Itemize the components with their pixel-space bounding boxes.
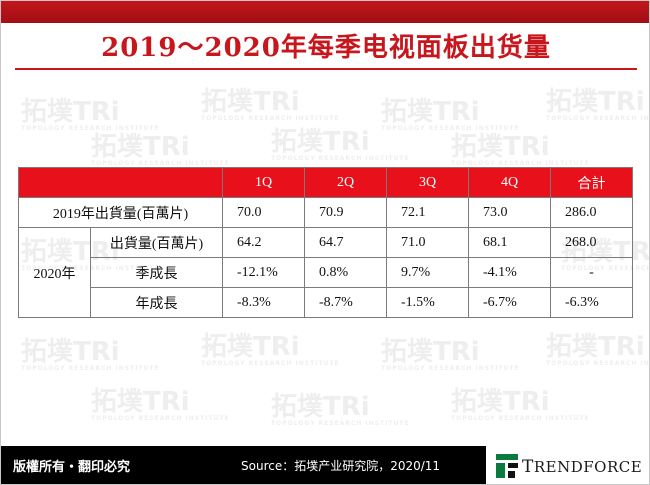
- table-cell: -4.1%: [468, 257, 551, 288]
- header-cell-2q: 2Q: [304, 167, 387, 198]
- trendforce-logo: TRENDFORCE: [486, 446, 649, 484]
- table-cell: 64.2: [222, 227, 305, 258]
- row-label: 年成長: [90, 287, 223, 318]
- table-row: 季成長 -12.1% 0.8% 9.7% -4.1% -: [19, 257, 633, 288]
- row-label: 出貨量(百萬片): [90, 227, 223, 258]
- table-cell: 286.0: [550, 197, 633, 228]
- table-cell: -6.3%: [550, 287, 633, 318]
- shipment-table: 1Q 2Q 3Q 4Q 合計 2019年出貨量(百萬片) 70.0 70.9 7…: [18, 167, 633, 318]
- row-label: 季成長: [90, 257, 223, 288]
- table-cell: -12.1%: [222, 257, 305, 288]
- table-cell: -6.7%: [468, 287, 551, 318]
- table-cell: 71.0: [386, 227, 469, 258]
- top-bar: [1, 1, 649, 23]
- copyright-notice: 版權所有・翻印必究: [13, 460, 131, 475]
- header-cell-total: 合計: [550, 167, 633, 198]
- table-cell: 268.0: [550, 227, 633, 258]
- header-cell-empty: [18, 167, 223, 198]
- logo-wordmark: TRENDFORCE: [522, 457, 643, 477]
- table-cell: -: [550, 257, 633, 288]
- source-note: Source：拓墣产业研究院，2020/11: [241, 459, 441, 473]
- table-cell: 73.0: [468, 197, 551, 228]
- table-cell: -8.3%: [222, 287, 305, 318]
- footer-bar: 版權所有・翻印必究 Source：拓墣产业研究院，2020/11 TRENDFO…: [1, 446, 649, 484]
- header-cell-3q: 3Q: [386, 167, 469, 198]
- table-row: 2020年 出貨量(百萬片) 64.2 64.7 71.0 68.1 268.0: [18, 227, 633, 318]
- page-title: 2019～2020年每季电视面板出货量: [101, 33, 551, 63]
- table-row: 年成長 -8.3% -8.7% -1.5% -6.7% -6.3%: [19, 287, 633, 318]
- table-cell: -1.5%: [386, 287, 469, 318]
- row-label-2019: 2019年出貨量(百萬片): [18, 197, 223, 228]
- table-cell: 68.1: [468, 227, 551, 258]
- group-label-2020: 2020年: [18, 227, 91, 318]
- header-cell-1q: 1Q: [222, 167, 305, 198]
- table-cell: -8.7%: [304, 287, 387, 318]
- table-cell: 0.8%: [304, 257, 387, 288]
- trendforce-mark-icon: [496, 454, 518, 478]
- title-underline: [15, 68, 637, 70]
- header-cell-4q: 4Q: [468, 167, 551, 198]
- table-cell: 72.1: [386, 197, 469, 228]
- table-row: 2019年出貨量(百萬片) 70.0 70.9 72.1 73.0 286.0: [18, 197, 633, 228]
- table-cell: 70.0: [222, 197, 305, 228]
- table-header-row: 1Q 2Q 3Q 4Q 合計: [18, 167, 633, 198]
- table-cell: 70.9: [304, 197, 387, 228]
- table-cell: 9.7%: [386, 257, 469, 288]
- table-cell: 64.7: [304, 227, 387, 258]
